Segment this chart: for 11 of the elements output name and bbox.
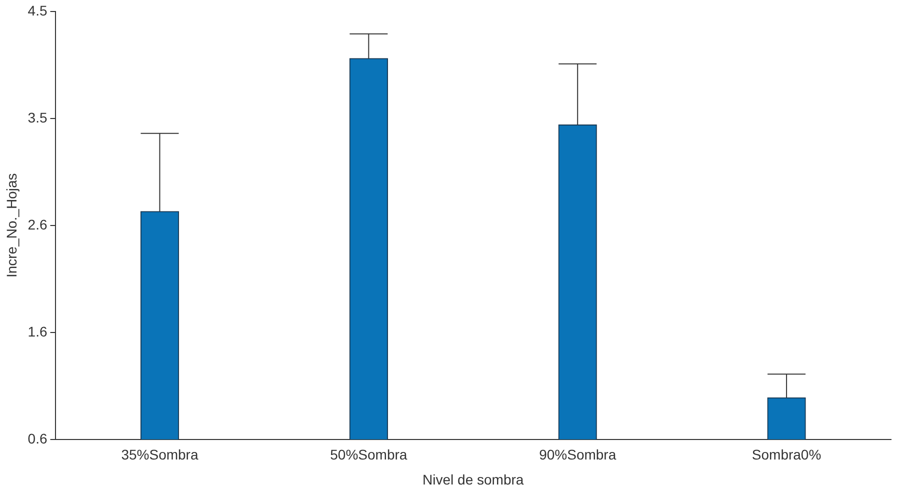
x-tick-label: 35%Sombra [121, 446, 198, 463]
y-tick-label: 3.5 [28, 109, 48, 126]
y-axis-title: Incre_No._Hojas [3, 173, 20, 278]
y-tick-label: 1.6 [28, 323, 48, 340]
y-tick-label: 0.6 [28, 430, 48, 446]
x-axis-title: Nivel de sombra [422, 471, 524, 488]
x-tick-label: 50%Sombra [330, 446, 408, 463]
y-tick-label: 4.5 [28, 2, 48, 18]
x-tick-label: Sombra0% [752, 446, 822, 463]
y-tick-label: 2.6 [28, 216, 48, 232]
x-tick-label: 90%Sombra [539, 446, 616, 463]
